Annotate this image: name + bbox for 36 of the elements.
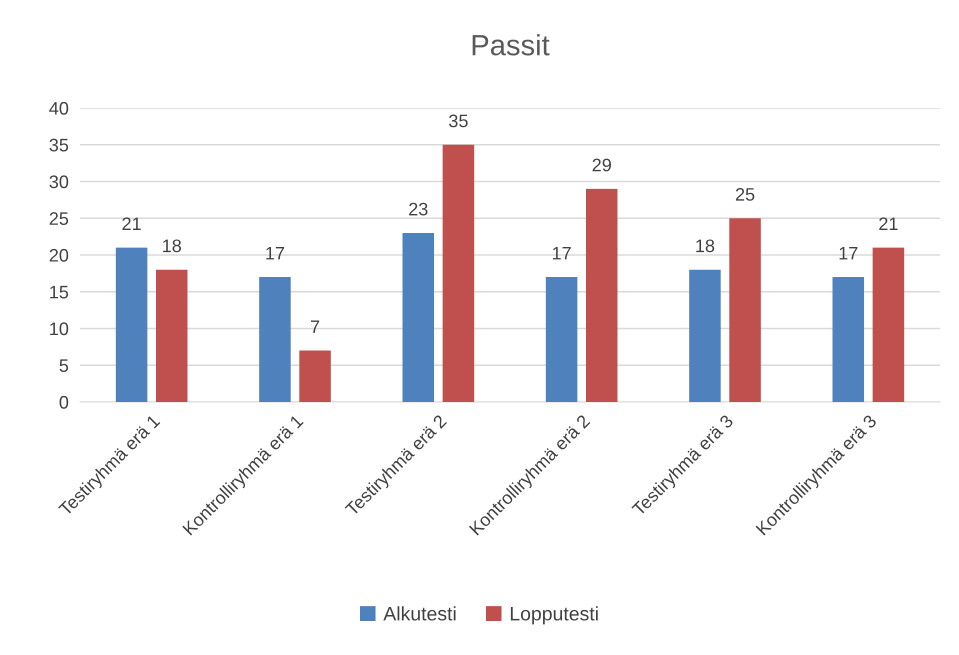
y-tick-label: 40: [49, 102, 68, 115]
data-label: 21: [879, 217, 898, 230]
chart-title: Passit: [472, 34, 550, 56]
data-label: 23: [409, 202, 428, 216]
data-label: 7: [310, 320, 320, 333]
bar: [872, 248, 904, 402]
bar: [729, 218, 761, 402]
y-tick-label: 25: [50, 212, 68, 225]
data-label: 18: [696, 239, 714, 252]
data-label: 17: [266, 246, 284, 260]
bar: [832, 277, 864, 402]
bar: [259, 277, 291, 402]
data-label: 29: [592, 158, 611, 172]
bar: [116, 248, 148, 402]
y-tick-label: 5: [60, 359, 68, 372]
data-label: 17: [552, 246, 571, 260]
legend-label: Lopputesti: [510, 606, 598, 624]
data-label: 35: [449, 114, 468, 128]
y-tick-label: 35: [49, 138, 68, 152]
data-label: 18: [163, 239, 181, 252]
y-tick-label: 20: [50, 248, 68, 262]
data-label: 21: [122, 217, 141, 230]
legend-label: Alkutesti: [383, 606, 456, 621]
bar: [156, 270, 188, 402]
bar: [586, 188, 618, 402]
y-tick-label: 0: [60, 396, 68, 409]
bar: [402, 232, 434, 402]
bar: [299, 350, 331, 402]
bar: [546, 277, 578, 402]
data-label: 17: [840, 246, 858, 260]
y-tick-label: 30: [49, 175, 68, 188]
bar: [689, 270, 721, 402]
y-tick-label: 10: [50, 322, 68, 336]
y-tick-label: 15: [50, 286, 68, 298]
bar: [442, 144, 474, 402]
data-label: 25: [736, 188, 754, 201]
